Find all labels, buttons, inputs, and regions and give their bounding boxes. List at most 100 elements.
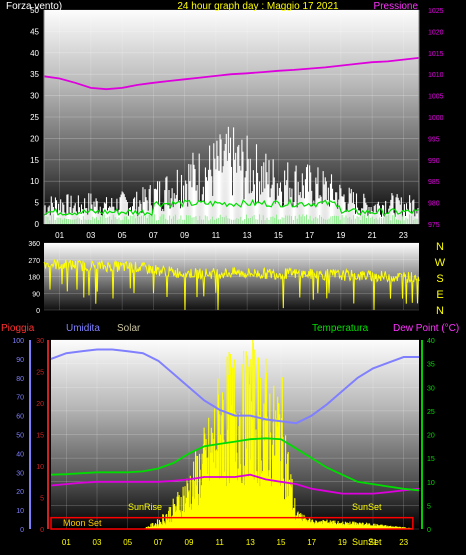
direction-y-tick-label: 0 [36, 308, 40, 315]
rain-baseline-box [50, 516, 414, 530]
wind-y-tick-label: 35 [30, 70, 39, 79]
dewpoint-line [50, 473, 420, 495]
climate-x-tick-label: 11 [216, 538, 225, 547]
sunrise-marker: SunRise [128, 502, 162, 512]
direction-y-tick-label: 90 [32, 291, 40, 298]
climate-x-tick-label: 05 [123, 538, 132, 547]
rain-y-tick-label: 15 [36, 433, 44, 440]
x-tick-label: 07 [149, 231, 158, 240]
solar-series-label: Solar [117, 323, 141, 334]
dir-letter-n-top: N [436, 241, 444, 253]
moonset-marker: Moon Set [63, 518, 102, 528]
rain-y-tick-label: 30 [36, 338, 44, 345]
climate-x-tick-label: 19 [338, 538, 347, 547]
climate-x-tick-label: 13 [246, 538, 255, 547]
temp-y-tick-label: 40 [427, 338, 435, 345]
humidity-y-tick-label: 10 [16, 508, 24, 515]
x-tick-label: 11 [212, 231, 221, 240]
wind-series-label: Forza vento) [6, 1, 62, 12]
wind-y-tick-label: 40 [30, 49, 39, 58]
pressure-y-tick-label: 990 [428, 158, 440, 165]
climate-x-tick-label: 01 [62, 538, 71, 547]
temperature-line [50, 437, 420, 492]
axis-labels: 5045403530252015105010251020101510101005… [12, 6, 443, 547]
rain-y-tick-label: 5 [40, 496, 44, 503]
humidity-y-tick-label: 50 [16, 433, 24, 440]
direction-y-tick-label: 270 [28, 258, 40, 265]
humidity-y-tick-label: 90 [16, 357, 24, 364]
wind-y-tick-label: 25 [30, 113, 39, 122]
climate-x-tick-label: 23 [399, 538, 408, 547]
direction-y-tick-label: 360 [28, 241, 40, 248]
climate-x-tick-label: 03 [93, 538, 102, 547]
wind-y-tick-label: 0 [35, 220, 40, 229]
wind-y-tick-label: 5 [35, 199, 40, 208]
humidity-series-label: Umidita [66, 323, 100, 334]
humidity-y-tick-label: 20 [16, 489, 24, 496]
sunset-bottom-marker: SunSet [352, 537, 382, 547]
dewpoint-series-label: Dew Point (°C) [393, 323, 459, 334]
chart-title: 24 hour graph day : Maggio 17 2021 [177, 1, 339, 12]
dir-letter-n-bottom: N [436, 305, 444, 317]
rain-y-tick-label: 20 [36, 401, 44, 408]
temp-y-tick-label: 10 [427, 480, 435, 487]
climate-x-tick-label: 17 [307, 538, 316, 547]
climate-x-tick-label: 21 [369, 538, 378, 547]
climate-x-tick-label: 15 [277, 538, 286, 547]
temperature-series-label: Temperatura [312, 323, 369, 334]
pressure-y-tick-label: 995 [428, 136, 440, 143]
temp-y-tick-label: 35 [427, 362, 435, 369]
rain-series-label: Pioggia [1, 323, 35, 334]
chart-marks [43, 57, 420, 530]
pressure-y-tick-label: 1020 [428, 29, 444, 36]
wind-y-tick-label: 45 [30, 27, 39, 36]
pressure-y-tick-label: 1005 [428, 94, 444, 101]
wind-y-tick-label: 50 [30, 6, 39, 15]
humidity-y-tick-label: 80 [16, 376, 24, 383]
pressure-y-tick-label: 980 [428, 201, 440, 208]
pressure-line [43, 57, 420, 91]
wind-y-tick-label: 30 [30, 92, 39, 101]
humidity-line [50, 348, 419, 425]
rain-y-tick-label: 0 [40, 527, 44, 534]
climate-x-tick-label: 07 [154, 538, 163, 547]
x-tick-label: 21 [368, 231, 377, 240]
dir-letter-e: E [436, 289, 443, 301]
x-tick-label: 13 [243, 231, 252, 240]
dir-letter-w: W [435, 257, 446, 269]
rain-y-tick-label: 10 [36, 464, 44, 471]
humidity-y-tick-label: 60 [16, 414, 24, 421]
x-tick-label: 15 [274, 231, 283, 240]
pressure-y-tick-label: 1015 [428, 51, 444, 58]
x-tick-label: 17 [305, 231, 314, 240]
temp-y-tick-label: 0 [427, 527, 431, 534]
humidity-y-tick-label: 100 [12, 338, 24, 345]
direction-line [43, 259, 420, 311]
x-tick-label: 09 [180, 231, 189, 240]
pressure-y-tick-label: 1025 [428, 8, 444, 15]
wind-average-line [43, 198, 420, 217]
pressure-y-tick-label: 1010 [428, 72, 444, 79]
humidity-y-tick-label: 0 [20, 527, 24, 534]
dir-letter-s: S [436, 273, 443, 285]
pressure-series-label: Pressione [374, 1, 419, 12]
rain-y-tick-label: 25 [36, 370, 44, 377]
climate-x-tick-label: 09 [185, 538, 194, 547]
humidity-y-tick-label: 40 [16, 451, 24, 458]
temp-y-tick-label: 25 [427, 409, 435, 416]
direction-y-tick-label: 180 [28, 275, 40, 282]
humidity-y-tick-label: 30 [16, 470, 24, 477]
wind-y-tick-label: 15 [30, 156, 39, 165]
x-tick-label: 19 [336, 231, 345, 240]
temp-y-tick-label: 15 [427, 456, 435, 463]
wind-y-tick-label: 10 [30, 177, 39, 186]
pressure-y-tick-label: 985 [428, 179, 440, 186]
direction-plot-area [44, 243, 419, 310]
x-tick-label: 03 [86, 231, 95, 240]
temp-y-tick-label: 5 [427, 503, 431, 510]
humidity-y-tick-label: 70 [16, 395, 24, 402]
temp-y-tick-label: 30 [427, 385, 435, 392]
pressure-y-tick-label: 975 [428, 222, 440, 229]
x-tick-label: 23 [399, 231, 408, 240]
